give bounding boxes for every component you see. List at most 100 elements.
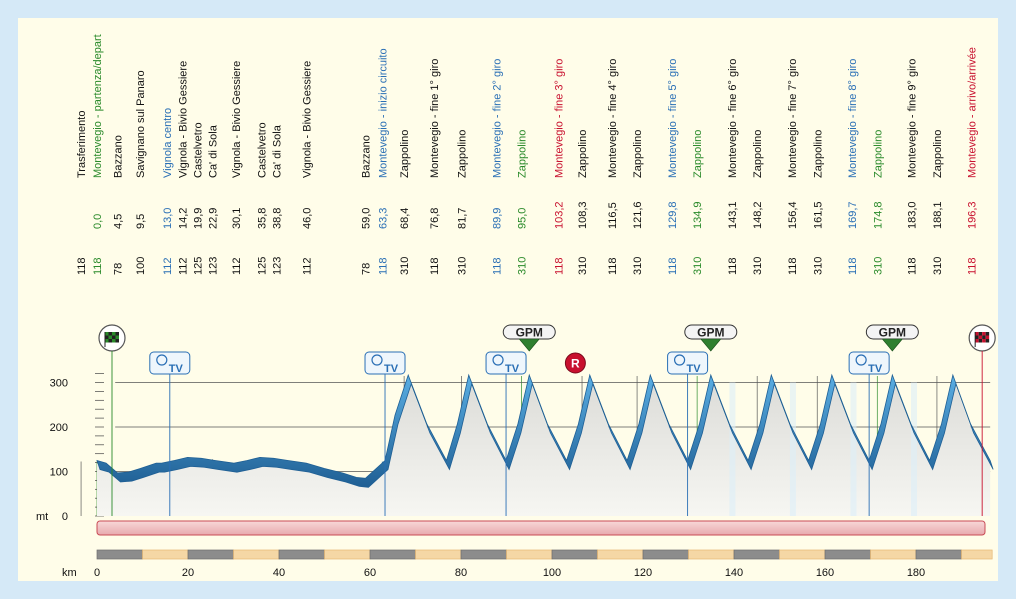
waypoint-name: Montevegio - fine 9° giro [906,59,918,178]
gpm-label: GPM [516,326,543,340]
waypoint-column: 112 14,2 Vignola - Bivio Gessiere [178,61,190,516]
waypoint-km: 30,1 [231,208,243,229]
waypoint-km: 19,9 [193,208,205,229]
waypoint-name: Vignola - Bivio Gessiere [231,61,243,178]
base-bar-rect [96,520,986,536]
gpm-triangle [881,338,903,352]
waypoint-altitude: 310 [752,257,764,275]
x-tick-label: 160 [816,567,834,579]
waypoint-name: Montevegio - arrivo/arrivée [967,47,979,178]
waypoint-column: 118 156,4 Montevegio - fine 7° giro [787,59,799,516]
waypoint-km: 14,2 [178,208,190,229]
waypoint-altitude: 118 [491,257,503,275]
waypoint-km: 108,3 [577,201,589,229]
waypoint-km: 13,0 [162,208,174,229]
scale-segment [915,549,962,560]
tv-icon [371,354,383,366]
gpm-triangle [700,338,722,352]
tv-marker: TV [364,351,406,516]
tv-icon [855,354,867,366]
scale-segment [733,549,780,560]
waypoint-name: Bazzano [112,135,124,178]
feed-zone-icon [564,352,586,374]
waypoint-km: 76,8 [429,208,441,229]
waypoint-altitude: 100 [135,257,147,275]
scale-segment [233,549,280,560]
waypoint-name: Montevegio - fine 7° giro [787,59,799,178]
waypoint-name: Montevegio - fine 5° giro [667,59,679,178]
waypoint-km: 116,5 [607,202,619,229]
terrain-shade [729,382,736,516]
gpm-triangle [518,338,540,352]
waypoint-altitude: 118 [76,257,88,275]
waypoint-km: 183,0 [906,201,918,229]
x-tick-label: 40 [273,567,285,579]
waypoint-altitude: 123 [271,257,283,275]
waypoint-km: 196,3 [967,201,979,229]
waypoint-column: 118 196,3 Montevegio - arrivo/arrivée [967,47,979,516]
flag-square [112,339,116,343]
waypoint-altitude: 310 [517,257,529,275]
waypoint-name: Zappolino [577,130,589,178]
waypoint-km: 59,0 [360,208,372,229]
waypoint-altitude: 118 [727,257,739,275]
tv-label: TV [868,363,883,375]
x-tick-label: 0 [94,567,100,579]
flag-square [115,335,119,339]
waypoint-km: 81,7 [456,208,468,229]
waypoint-altitude: 310 [932,257,944,275]
waypoint-km: 68,4 [399,208,411,229]
waypoint-name: Zappolino [932,130,944,178]
waypoint-name: Castelvetro [193,122,205,178]
flag-square [985,332,990,336]
waypoint-name: Bazzano [360,135,372,178]
flag-square [112,335,116,339]
flag-square [105,339,109,343]
waypoint-altitude: 118 [92,257,104,275]
scale-segment [96,549,143,560]
waypoint-altitude: 112 [178,257,190,275]
scale-segment [278,549,325,560]
waypoint-altitude: 310 [456,257,468,275]
terrain-shade [850,382,857,516]
waypoint-km: 35,8 [256,208,268,229]
waypoint-column: 118 89,9 Montevegio - fine 2° giro [491,59,503,516]
waypoint-altitude: 112 [231,257,243,275]
waypoint-name: Montevegio - fine 3° giro [553,59,565,178]
waypoint-column: 125 35,8 Castelvetro [256,122,268,516]
waypoint-km: 169,7 [847,201,859,229]
waypoint-name: Trasferimento [76,111,88,178]
waypoint-column: 112 13,0 Vignola centro [162,108,174,516]
waypoint-altitude: 118 [667,257,679,275]
checkered-flag-icon [968,324,996,516]
flag-square [975,335,979,339]
checkered-flag-icon [98,324,126,516]
waypoint-km: 148,2 [752,201,764,229]
waypoint-km: 63,3 [377,208,389,229]
waypoint-altitude: 118 [607,257,619,275]
flag-square [982,335,986,339]
waypoint-altitude: 310 [632,257,644,275]
waypoint-altitude: 78 [112,263,124,275]
waypoint-altitude: 118 [377,257,389,275]
waypoint-name: Montevegio - fine 4° giro [607,59,619,178]
waypoint-name: Vignola centro [162,108,174,178]
waypoint-km: 188,1 [932,201,944,229]
waypoint-name: Castelvetro [256,122,268,178]
flag-square [115,332,119,336]
waypoint-column: 310 188,1 Zappolino [932,130,944,516]
flag-square [105,332,109,336]
waypoint-altitude: 125 [193,257,205,275]
waypoint-altitude: 118 [429,257,441,275]
flag-square [978,332,983,336]
scale-segment [779,549,826,560]
scale-segment [824,549,871,560]
waypoint-altitude: 112 [301,257,313,275]
waypoint-km: 38,8 [271,208,283,229]
waypoint-km: 103,2 [553,201,565,229]
flag-square [985,339,990,343]
waypoint-column: 118 76,8 Montevegio - fine 1° giro [429,59,441,516]
flag-square [982,332,986,336]
x-unit-label: km [62,567,77,579]
